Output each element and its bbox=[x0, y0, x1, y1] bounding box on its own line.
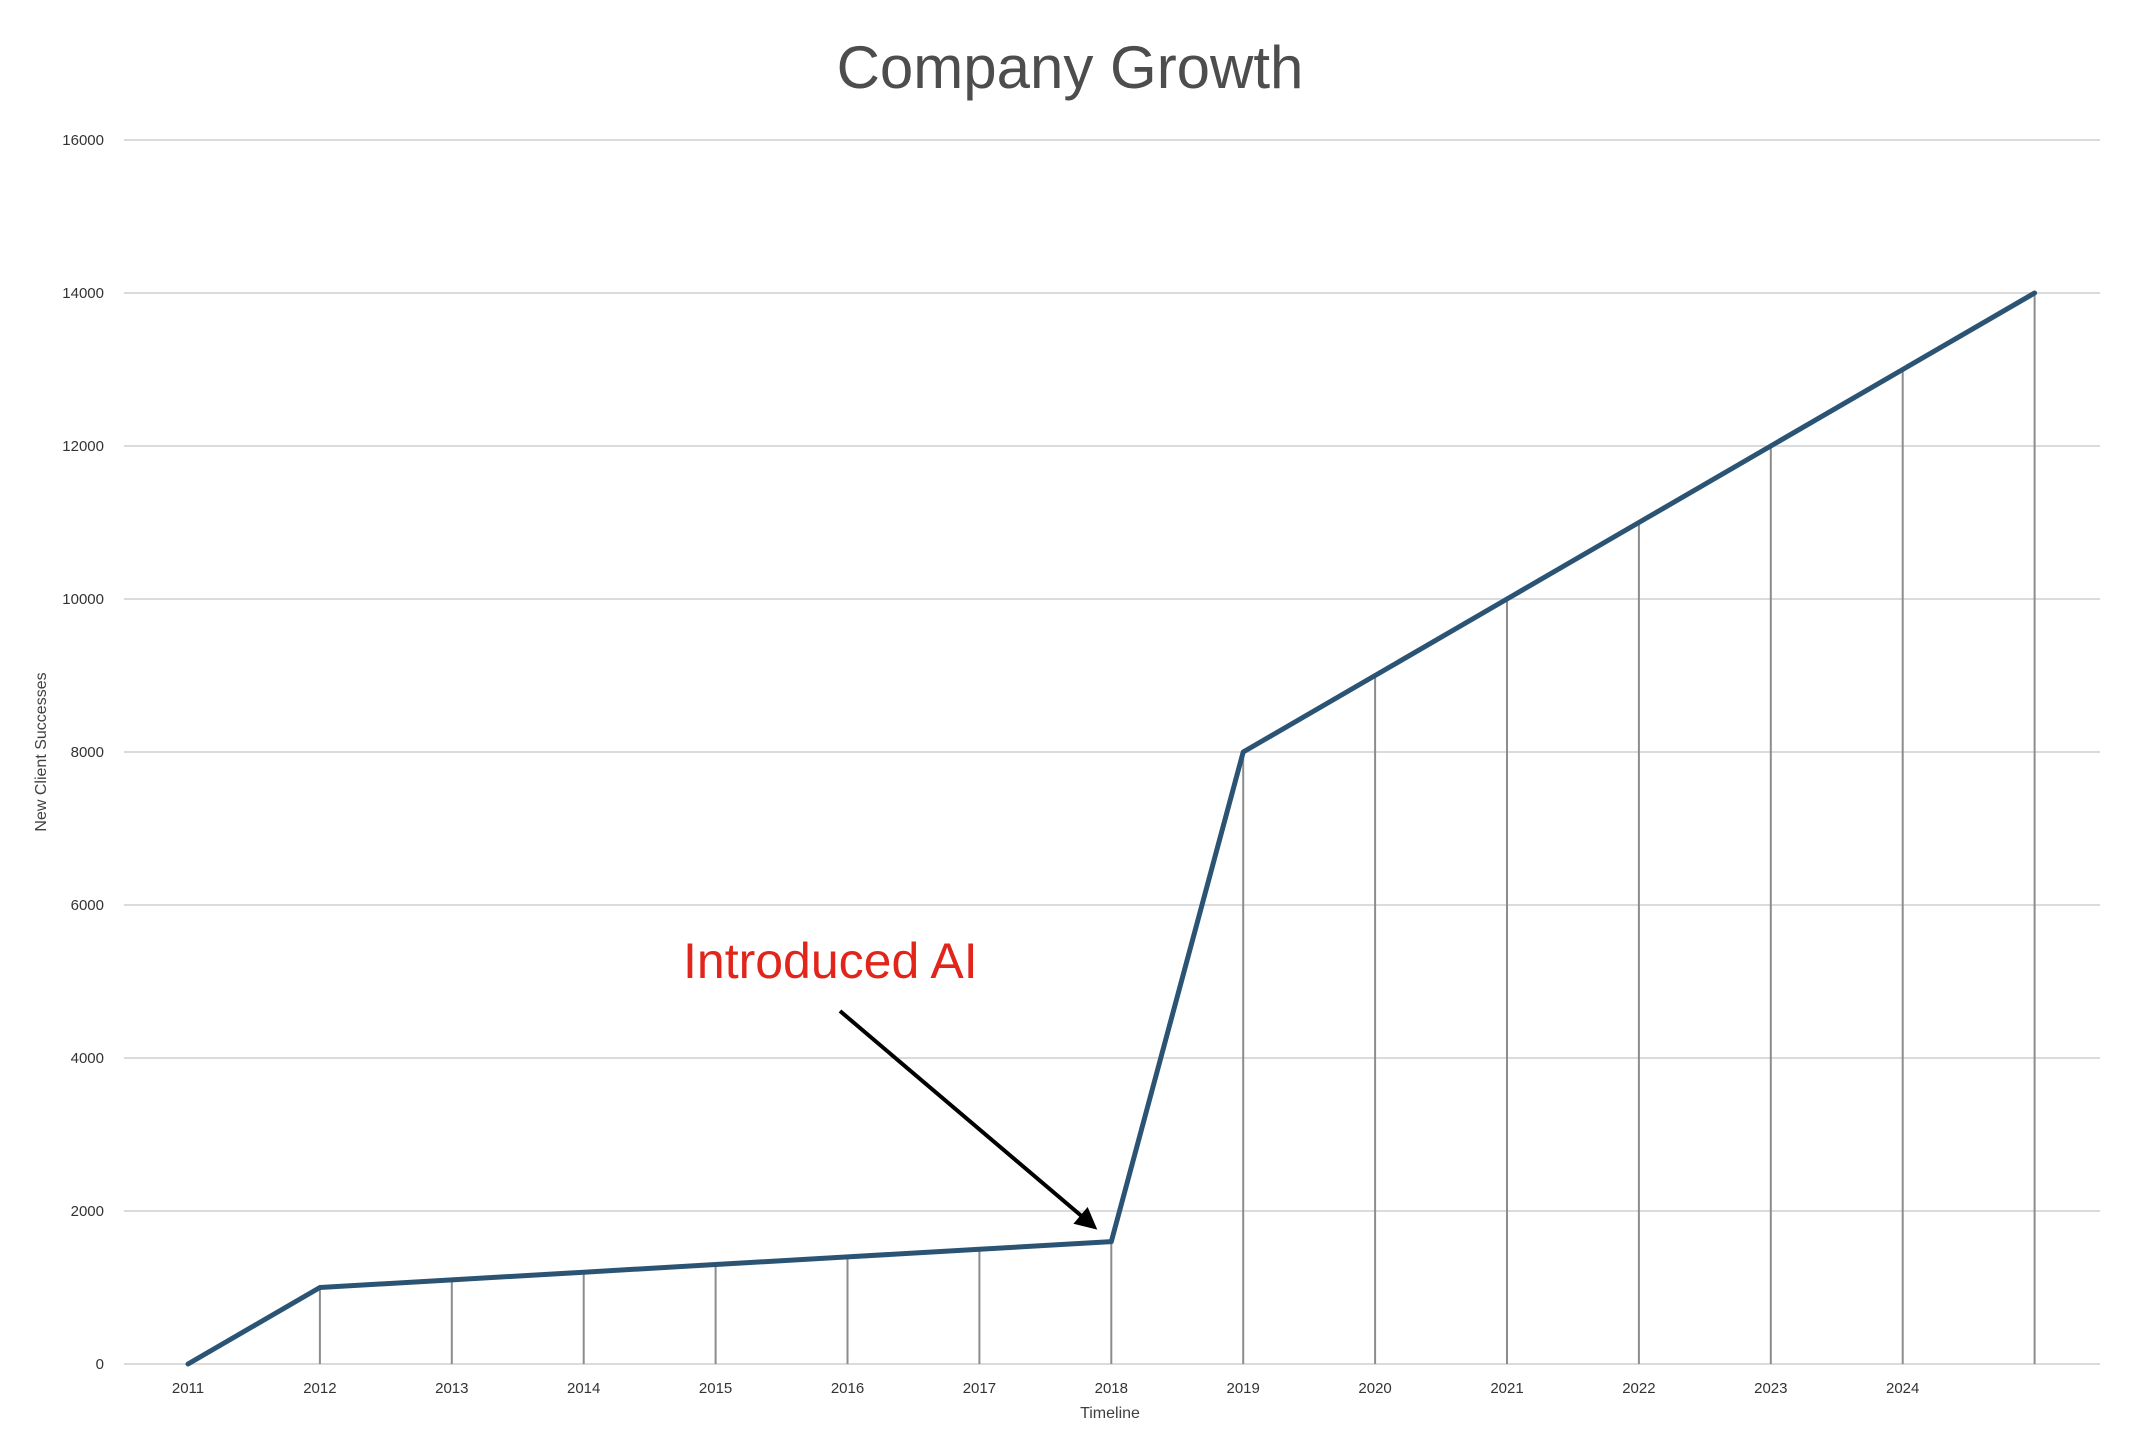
y-axis-label: New Client Successes bbox=[33, 672, 50, 831]
x-tick-label: 2019 bbox=[1227, 1380, 1260, 1397]
x-tick-label: 2011 bbox=[172, 1380, 204, 1397]
annotation: Introduced AI bbox=[683, 933, 1098, 1230]
y-tick-label: 14000 bbox=[62, 285, 104, 302]
y-tick-label: 10000 bbox=[62, 591, 104, 608]
x-axis-ticks: 2011 2012 2013 2014 2015 2016 2017 2018 2019 2020… bbox=[172, 1380, 1920, 1397]
y-tick-label: 0 bbox=[96, 1356, 104, 1373]
x-tick-label: 2023 bbox=[1754, 1380, 1787, 1397]
drop-lines bbox=[318, 293, 2036, 1364]
annotation-arrow-head bbox=[1073, 1206, 1098, 1230]
x-tick-label: 2016 bbox=[831, 1380, 864, 1397]
x-tick-label: 2014 bbox=[567, 1380, 600, 1397]
x-tick-label: 2013 bbox=[435, 1380, 468, 1397]
y-tick-label: 6000 bbox=[71, 897, 104, 914]
x-tick-label: 2020 bbox=[1358, 1380, 1391, 1397]
x-axis-label: Timeline bbox=[1080, 1405, 1140, 1422]
y-axis-ticks: 0 2000 4000 6000 8000 10000 12000 14000 16000 bbox=[62, 132, 104, 1373]
x-tick-label: 2017 bbox=[963, 1380, 996, 1397]
y-tick-label: 2000 bbox=[71, 1203, 104, 1220]
series-layer bbox=[185, 290, 2038, 1367]
x-tick-label: 2022 bbox=[1622, 1380, 1655, 1397]
x-tick-label: 2012 bbox=[303, 1380, 336, 1397]
y-tick-label: 4000 bbox=[71, 1050, 104, 1067]
x-tick-label: 2018 bbox=[1095, 1380, 1128, 1397]
annotation-text: Introduced AI bbox=[683, 933, 978, 989]
gridlines bbox=[124, 139, 2100, 1365]
y-tick-label: 12000 bbox=[62, 438, 104, 455]
x-tick-label: 2024 bbox=[1886, 1380, 1919, 1397]
annotation-arrow-shaft bbox=[838, 1009, 1091, 1225]
x-tick-label: 2015 bbox=[699, 1380, 732, 1397]
y-tick-label: 8000 bbox=[71, 744, 104, 761]
y-tick-label: 16000 bbox=[62, 132, 104, 149]
chart-title: Company Growth bbox=[837, 34, 1304, 101]
x-tick-label: 2021 bbox=[1490, 1380, 1523, 1397]
series-line bbox=[185, 290, 2038, 1367]
